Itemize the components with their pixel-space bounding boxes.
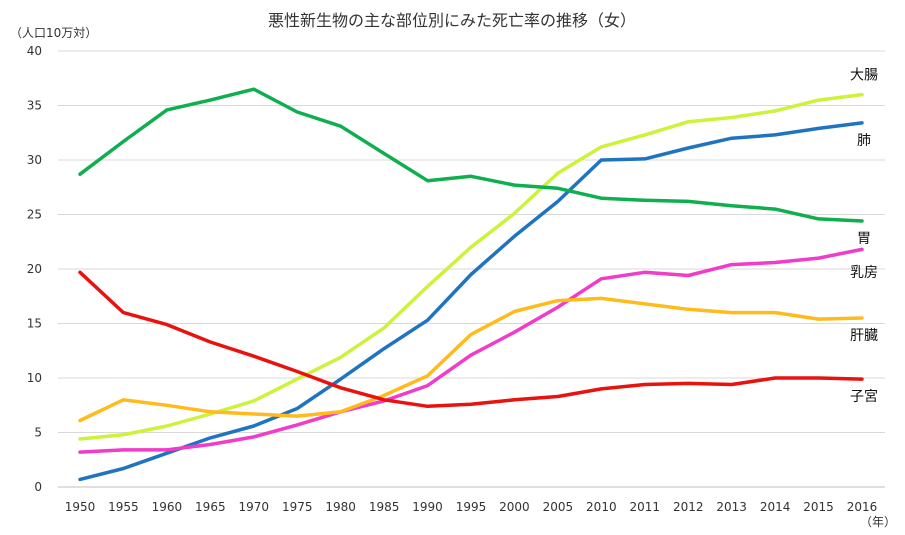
series-line-子宮	[78, 270, 864, 409]
y-axis-ticks: 0 5 10 15 20 25 30 35 40	[27, 44, 42, 494]
x-tick-label: 2005	[543, 500, 574, 514]
x-tick-label: 2010	[586, 500, 617, 514]
x-tick-label: 1985	[369, 500, 400, 514]
series-label: 子宮	[850, 389, 878, 405]
x-tick-label: 1975	[282, 500, 313, 514]
y-tick-label: 40	[27, 44, 42, 58]
x-axis-unit-label: （年）	[860, 515, 896, 529]
series-label: 乳房	[850, 265, 878, 281]
series-lines	[78, 87, 864, 482]
y-tick-label: 30	[27, 153, 42, 167]
y-axis-unit-label: （人口10万対）	[10, 26, 97, 40]
series-line-胃	[78, 87, 864, 223]
x-tick-label: 1965	[195, 500, 226, 514]
series-label: 胃	[857, 231, 871, 247]
x-tick-label: 2016	[847, 500, 878, 514]
x-tick-label: 2014	[760, 500, 791, 514]
series-label: 肝臓	[850, 328, 878, 344]
y-tick-label: 5	[34, 426, 42, 440]
x-tick-label: 2012	[673, 500, 704, 514]
x-tick-label: 1995	[456, 500, 487, 514]
y-tick-label: 0	[34, 480, 42, 494]
x-tick-label: 1955	[108, 500, 139, 514]
x-tick-label: 1980	[325, 500, 356, 514]
y-tick-label: 15	[27, 317, 42, 331]
x-tick-label: 1970	[239, 500, 270, 514]
x-axis-ticks: 1950 1955 1960 1965 1970 1975 1980 1985 1990 1995…	[65, 500, 878, 514]
x-tick-label: 2013	[716, 500, 747, 514]
chart-title: 悪性新生物の主な部位別にみた死亡率の推移（女）	[268, 11, 636, 30]
y-tick-label: 20	[27, 262, 42, 276]
series-label: 大腸	[850, 68, 878, 84]
x-tick-label: 1950	[65, 500, 96, 514]
gridlines	[58, 50, 885, 488]
x-tick-label: 1990	[412, 500, 443, 514]
y-tick-label: 35	[27, 99, 42, 113]
x-tick-label: 2011	[630, 500, 661, 514]
x-tick-label: 1960	[152, 500, 183, 514]
x-tick-label: 2015	[803, 500, 834, 514]
y-tick-label: 25	[27, 208, 42, 222]
series-line-大腸	[78, 92, 864, 441]
series-line-肺	[78, 121, 864, 482]
x-tick-label: 2000	[499, 500, 530, 514]
series-line-肝臓	[78, 296, 864, 423]
series-line-乳房	[78, 247, 864, 454]
series-label: 肺	[857, 133, 871, 149]
y-tick-label: 10	[27, 371, 42, 385]
